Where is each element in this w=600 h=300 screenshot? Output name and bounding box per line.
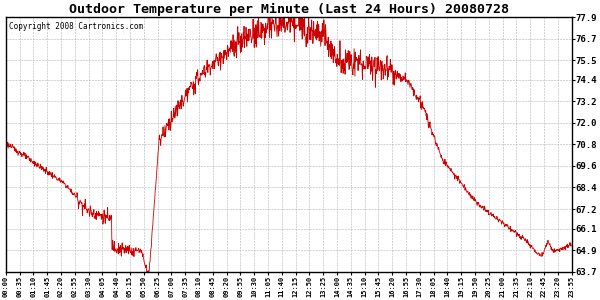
- Text: Copyright 2008 Cartronics.com: Copyright 2008 Cartronics.com: [8, 22, 143, 31]
- Title: Outdoor Temperature per Minute (Last 24 Hours) 20080728: Outdoor Temperature per Minute (Last 24 …: [68, 3, 509, 16]
